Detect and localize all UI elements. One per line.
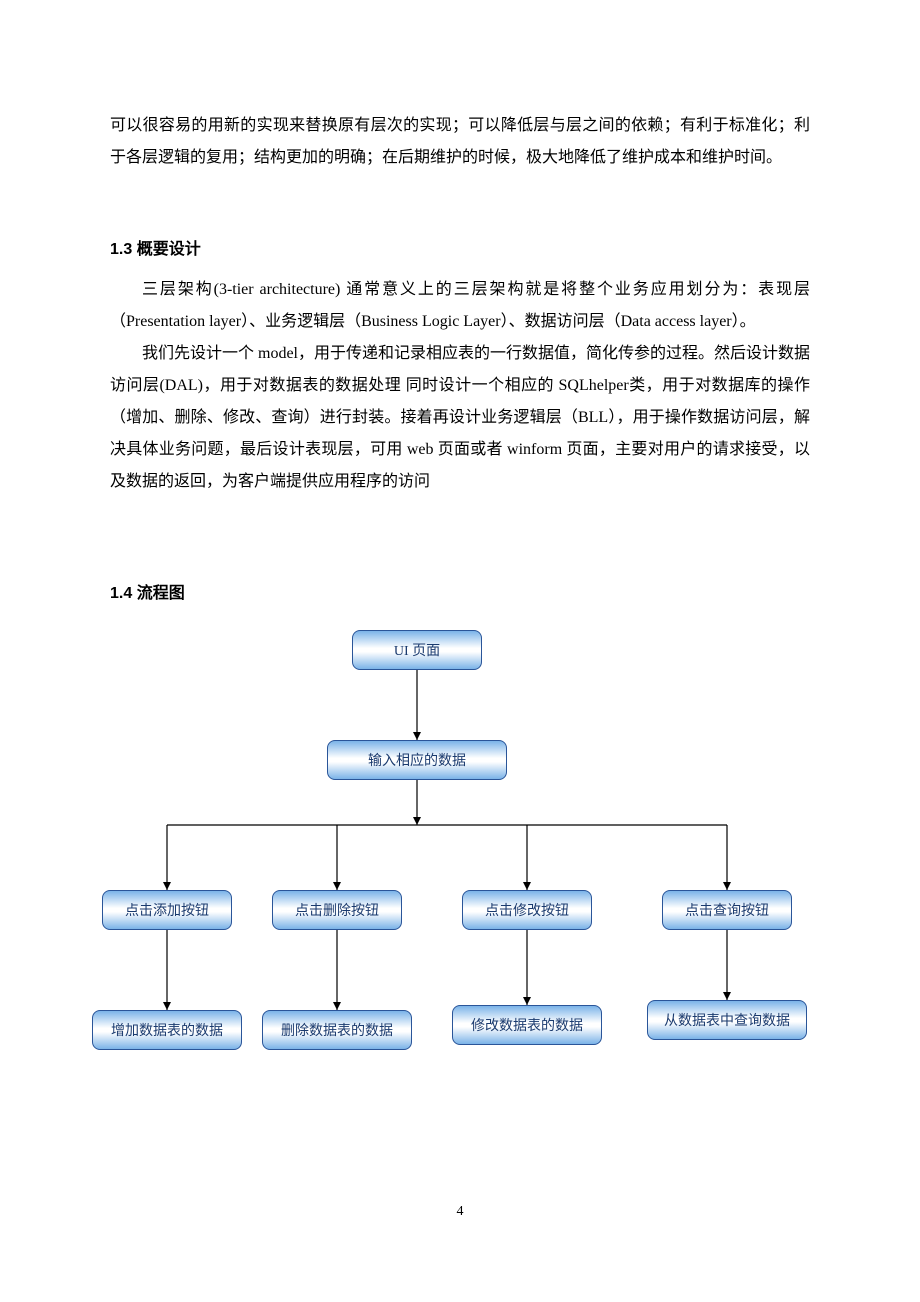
page-number: 4 — [0, 1204, 920, 1220]
flow-node-qry_btn: 点击查询按钮 — [662, 890, 792, 930]
heading-1-4: 1.4 流程图 — [110, 578, 810, 610]
flow-node-add_data: 增加数据表的数据 — [92, 1010, 242, 1050]
s13-p1: 三层架构(3-tier architecture) 通常意义上的三层架构就是将整… — [110, 274, 810, 338]
flow-node-add_btn: 点击添加按钮 — [102, 890, 232, 930]
s13-p2: 我们先设计一个 model，用于传递和记录相应表的一行数据值，简化传参的过程。然… — [110, 338, 810, 498]
flow-node-del_btn: 点击删除按钮 — [272, 890, 402, 930]
page-content: 可以很容易的用新的实现来替换原有层次的实现；可以降低层与层之间的依赖；有利于标准… — [0, 0, 920, 1060]
flowchart-connectors — [102, 630, 822, 1060]
heading-1-3: 1.3 概要设计 — [110, 234, 810, 266]
flow-node-mod_data: 修改数据表的数据 — [452, 1005, 602, 1045]
flow-node-mod_btn: 点击修改按钮 — [462, 890, 592, 930]
intro-paragraph: 可以很容易的用新的实现来替换原有层次的实现；可以降低层与层之间的依赖；有利于标准… — [110, 110, 810, 174]
flow-node-ui: UI 页面 — [352, 630, 482, 670]
flowchart-diagram: UI 页面输入相应的数据点击添加按钮点击删除按钮点击修改按钮点击查询按钮增加数据… — [102, 630, 822, 1060]
flow-node-input: 输入相应的数据 — [327, 740, 507, 780]
flow-node-del_data: 删除数据表的数据 — [262, 1010, 412, 1050]
flow-node-qry_data: 从数据表中查询数据 — [647, 1000, 807, 1040]
